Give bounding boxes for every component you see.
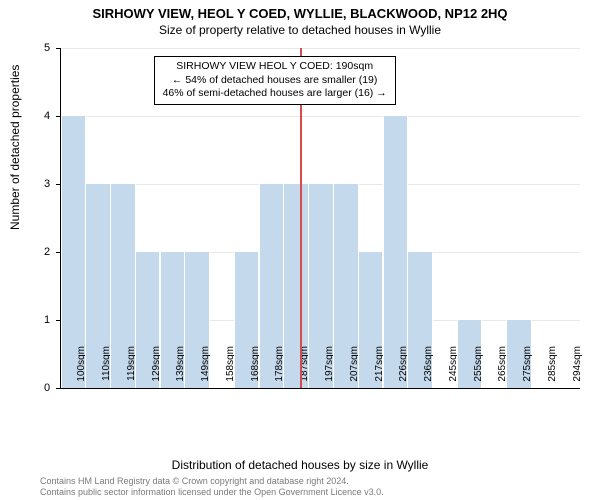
annotation-line1: SIRHOWY VIEW HEOL Y COED: 190sqm xyxy=(163,60,387,74)
annotation-line2: ← 54% of detached houses are smaller (19… xyxy=(163,74,387,88)
ytick-label: 3 xyxy=(44,178,54,190)
histogram-plot: 012345100sqm110sqm119sqm129sqm139sqm149s… xyxy=(60,48,580,388)
xtick-label: 149sqm xyxy=(200,346,211,392)
gridline xyxy=(60,48,580,49)
ytick-label: 1 xyxy=(44,314,54,326)
y-axis-label: Number of detached properties xyxy=(8,65,22,230)
footer-attribution: Contains HM Land Registry data © Crown c… xyxy=(40,476,384,498)
chart-area: 012345100sqm110sqm119sqm129sqm139sqm149s… xyxy=(60,48,580,418)
gridline xyxy=(60,116,580,117)
footer-line2: Contains public sector information licen… xyxy=(40,487,384,498)
x-axis-label: Distribution of detached houses by size … xyxy=(0,458,600,472)
xtick-label: 275sqm xyxy=(522,346,533,392)
ytick-label: 0 xyxy=(44,382,54,394)
ytick-label: 5 xyxy=(44,42,54,54)
annotation-line3: 46% of semi-detached houses are larger (… xyxy=(163,87,387,101)
xtick-label: 255sqm xyxy=(473,346,484,392)
annotation-box: SIRHOWY VIEW HEOL Y COED: 190sqm← 54% of… xyxy=(154,56,396,105)
xtick-label: 285sqm xyxy=(547,346,558,392)
ytick-label: 2 xyxy=(44,246,54,258)
ytick-label: 4 xyxy=(44,110,54,122)
chart-title-main: SIRHOWY VIEW, HEOL Y COED, WYLLIE, BLACK… xyxy=(0,0,600,21)
xtick-label: 294sqm xyxy=(572,346,583,392)
xtick-label: 236sqm xyxy=(423,346,434,392)
footer-line1: Contains HM Land Registry data © Crown c… xyxy=(40,476,384,487)
chart-title-sub: Size of property relative to detached ho… xyxy=(0,21,600,37)
